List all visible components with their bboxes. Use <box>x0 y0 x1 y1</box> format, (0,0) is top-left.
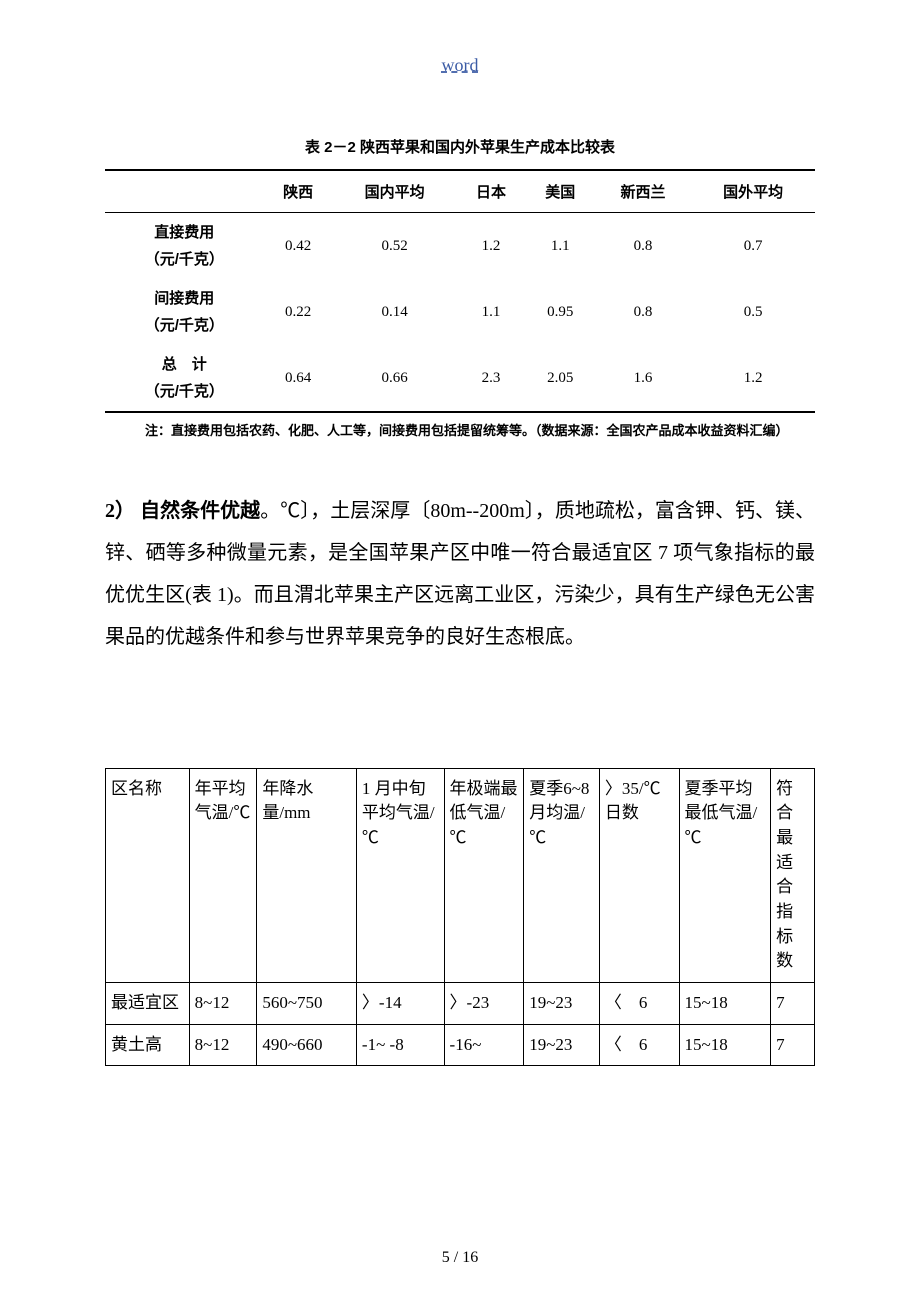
table1-cell: 1.2 <box>456 213 525 280</box>
table1-rowlabel: 间接费用 （元/千克） <box>105 279 264 345</box>
table2-rowlabel: 黄土高 <box>106 1024 190 1066</box>
table2-cell: 560~750 <box>257 982 357 1024</box>
para-heading: 自然条件优越 <box>140 500 260 522</box>
table2-cell: 7 <box>771 982 815 1024</box>
table2-cell: -16~ <box>444 1024 524 1066</box>
table1-cell: 0.52 <box>333 213 457 280</box>
page-number: 5 / 16 <box>0 1249 920 1267</box>
para-lead-number: 2） <box>105 500 135 522</box>
table2-cell: 〈 6 <box>599 982 679 1024</box>
rowlabel-l2: （元/千克） <box>145 317 224 334</box>
table2-header-row: 区名称 年平均气温/℃ 年降水量/mm 1 月中旬平均气温/℃ 年极端最低气温/… <box>106 768 815 982</box>
rowlabel-l2: （元/千克） <box>145 383 224 400</box>
header-word: word <box>105 55 815 76</box>
cost-comparison-table: 陕西 国内平均 日本 美国 新西兰 国外平均 直接费用 （元/千克） 0.42 … <box>105 169 815 413</box>
table1-col3: 日本 <box>456 170 525 213</box>
table2-cell: -1~ -8 <box>356 1024 444 1066</box>
table1-cell: 1.1 <box>526 213 595 280</box>
table2-col7: 夏季平均最低气温/℃ <box>679 768 771 982</box>
table1-col5: 新西兰 <box>595 170 691 213</box>
table1-cell: 0.5 <box>691 279 815 345</box>
table1-cell: 0.8 <box>595 213 691 280</box>
table2-cell: 19~23 <box>524 982 600 1024</box>
table1-col1: 陕西 <box>264 170 333 213</box>
table2-col5: 夏季6~8月均温/℃ <box>524 768 600 982</box>
table2-cell: 15~18 <box>679 982 771 1024</box>
table2-cell: 8~12 <box>189 1024 257 1066</box>
table1-rowlabel: 直接费用 （元/千克） <box>105 213 264 280</box>
table2-cell: 〉-23 <box>444 982 524 1024</box>
table2-cell: 7 <box>771 1024 815 1066</box>
table2-cell: 〈 6 <box>599 1024 679 1066</box>
table1-note: 注：直接费用包括农药、化肥、人工等，间接费用包括提留统筹等。（数据来源：全国农产… <box>105 421 815 442</box>
table1-cell: 0.22 <box>264 279 333 345</box>
table1-cell: 1.1 <box>456 279 525 345</box>
table1-cell: 2.05 <box>526 345 595 412</box>
table1-col0 <box>105 170 264 213</box>
climate-indicator-table: 区名称 年平均气温/℃ 年降水量/mm 1 月中旬平均气温/℃ 年极端最低气温/… <box>105 768 815 1066</box>
table1-cell: 0.8 <box>595 279 691 345</box>
table1-title: 表 2－2 陕西苹果和国内外苹果生产成本比较表 <box>105 136 815 157</box>
table2-col8: 符合最适合指标数 <box>771 768 815 982</box>
table1-row: 直接费用 （元/千克） 0.42 0.52 1.2 1.1 0.8 0.7 <box>105 213 815 280</box>
table2-cell: 〉-14 <box>356 982 444 1024</box>
rowlabel-l1: 间接费用 <box>154 290 214 307</box>
table2-cell: 15~18 <box>679 1024 771 1066</box>
table1-cell: 1.6 <box>595 345 691 412</box>
table2-row: 黄土高 8~12 490~660 -1~ -8 -16~ 19~23 〈 6 1… <box>106 1024 815 1066</box>
table2-col4: 年极端最低气温/℃ <box>444 768 524 982</box>
table1-cell: 0.42 <box>264 213 333 280</box>
table1-row: 间接费用 （元/千克） 0.22 0.14 1.1 0.95 0.8 0.5 <box>105 279 815 345</box>
table2-col3: 1 月中旬平均气温/℃ <box>356 768 444 982</box>
table1-header-row: 陕西 国内平均 日本 美国 新西兰 国外平均 <box>105 170 815 213</box>
table2-cell: 490~660 <box>257 1024 357 1066</box>
table2-rowlabel: 最适宜区 <box>106 982 190 1024</box>
rowlabel-l1: 直接费用 <box>154 224 214 241</box>
rowlabel-l2: （元/千克） <box>145 251 224 268</box>
table2-cell: 19~23 <box>524 1024 600 1066</box>
table2-col2: 年降水量/mm <box>257 768 357 982</box>
table2-col0: 区名称 <box>106 768 190 982</box>
table2-cell: 8~12 <box>189 982 257 1024</box>
table1-rowlabel: 总 计 （元/千克） <box>105 345 264 412</box>
table1-cell: 0.64 <box>264 345 333 412</box>
body-paragraph: 2） 自然条件优越。℃〕，土层深厚〔80m--200m〕，质地疏松，富含钾、钙、… <box>105 490 815 658</box>
table1-cell: 1.2 <box>691 345 815 412</box>
table1-cell: 2.3 <box>456 345 525 412</box>
table2-row: 最适宜区 8~12 560~750 〉-14 〉-23 19~23 〈 6 15… <box>106 982 815 1024</box>
table1-row: 总 计 （元/千克） 0.64 0.66 2.3 2.05 1.6 1.2 <box>105 345 815 412</box>
table2-col6: 〉35/℃日数 <box>599 768 679 982</box>
table1-col4: 美国 <box>526 170 595 213</box>
table1-cell: 0.14 <box>333 279 457 345</box>
table1-cell: 0.95 <box>526 279 595 345</box>
table1-cell: 0.66 <box>333 345 457 412</box>
table2-col1: 年平均气温/℃ <box>189 768 257 982</box>
table1-col2: 国内平均 <box>333 170 457 213</box>
rowlabel-l1: 总 计 <box>162 356 207 373</box>
table1-cell: 0.7 <box>691 213 815 280</box>
table1-col6: 国外平均 <box>691 170 815 213</box>
